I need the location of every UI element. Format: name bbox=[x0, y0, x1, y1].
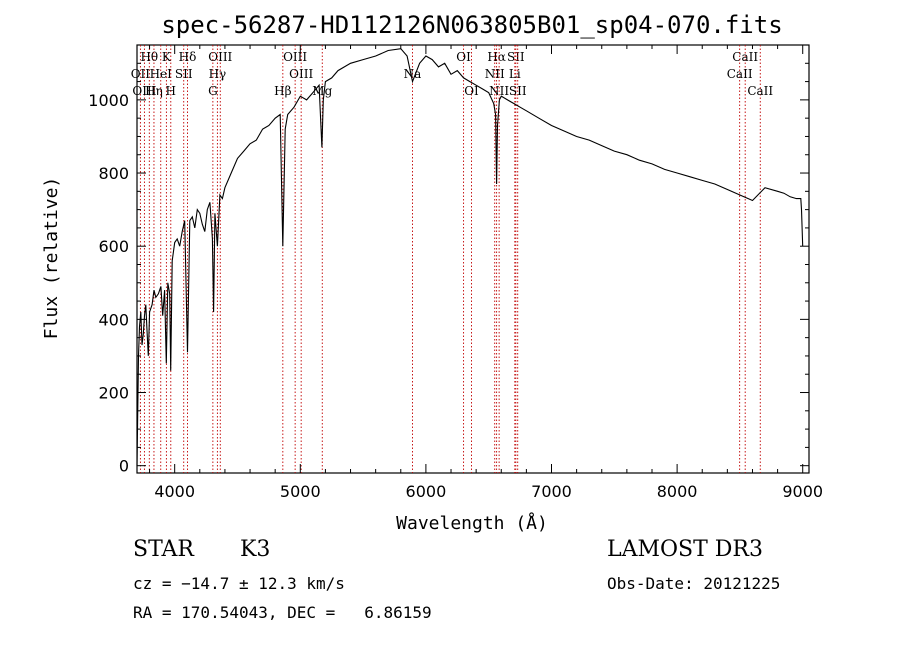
x-tick-label: 8000 bbox=[657, 482, 698, 501]
line-marker-label: Hα bbox=[487, 50, 506, 64]
y-tick-label: 600 bbox=[98, 237, 129, 256]
line-marker-label: OIII bbox=[208, 50, 232, 64]
y-axis-label: Flux (relative) bbox=[41, 177, 62, 340]
line-marker-label: H bbox=[166, 84, 176, 98]
plot-frame bbox=[136, 44, 810, 474]
line-marker-label: OI bbox=[464, 84, 479, 98]
line-marker-label: SII bbox=[175, 67, 193, 81]
line-marker-label: Mg bbox=[312, 84, 332, 98]
line-marker-label: SII bbox=[507, 50, 525, 64]
x-axis-label: Wavelength (Å) bbox=[396, 512, 548, 534]
line-marker-label: HeI bbox=[150, 67, 173, 81]
line-marker-label: CaII bbox=[732, 50, 758, 64]
line-marker-label: OII bbox=[131, 67, 151, 81]
line-marker-label: CaII bbox=[747, 84, 773, 98]
y-tick-label: 400 bbox=[98, 310, 129, 329]
axis-layer: 4000 5000 6000 7000 8000 9000 0 200 400 600 800 100… bbox=[88, 45, 823, 501]
line-marker-label: OI bbox=[456, 50, 471, 64]
line-marker-label: SII bbox=[509, 84, 527, 98]
object-subclass: K3 bbox=[240, 537, 271, 562]
y-tick-label: 800 bbox=[98, 164, 129, 183]
y-tick-label: 1000 bbox=[88, 91, 129, 110]
x-tick-label: 7000 bbox=[531, 482, 572, 501]
line-marker-label: CaII bbox=[727, 67, 753, 81]
line-marker-label: Hθ bbox=[140, 50, 158, 64]
series-layer bbox=[136, 48, 804, 466]
line-marker-label: Hβ bbox=[274, 84, 291, 98]
y-tick-label: 200 bbox=[98, 384, 129, 403]
x-tick-label: 6000 bbox=[406, 482, 447, 501]
line-marker-label: Hη bbox=[145, 84, 163, 98]
y-tick-label: 0 bbox=[119, 457, 129, 476]
chart-title: spec-56287-HD112126N063805B01_sp04-070.f… bbox=[161, 11, 782, 39]
redshift-text: cz = −14.7 ± 12.3 km/s bbox=[133, 574, 345, 593]
spectrum-line bbox=[136, 48, 804, 466]
line-marker-label: Hδ bbox=[179, 50, 197, 64]
line-marker-label: OIII bbox=[283, 50, 307, 64]
x-tick-label: 9000 bbox=[782, 482, 823, 501]
coordinates-text: RA = 170.54043, DEC = 6.86159 bbox=[133, 603, 432, 622]
object-class: STAR bbox=[133, 537, 194, 562]
line-marker-label: OIII bbox=[289, 67, 313, 81]
line-marker-label: G bbox=[208, 84, 218, 98]
line-marker-label: NII bbox=[485, 67, 505, 81]
survey-label: LAMOST DR3 bbox=[607, 537, 763, 562]
line-marker-label: NII bbox=[489, 84, 509, 98]
line-marker-label: Li bbox=[509, 67, 521, 81]
x-tick-label: 5000 bbox=[280, 482, 321, 501]
line-marker-label: OIII bbox=[132, 84, 156, 98]
obs-date-text: Obs-Date: 20121225 bbox=[607, 574, 781, 593]
x-tick-label: 4000 bbox=[154, 482, 195, 501]
line-marker-label: K bbox=[162, 50, 172, 64]
line-marker-label: Hγ bbox=[209, 67, 227, 81]
